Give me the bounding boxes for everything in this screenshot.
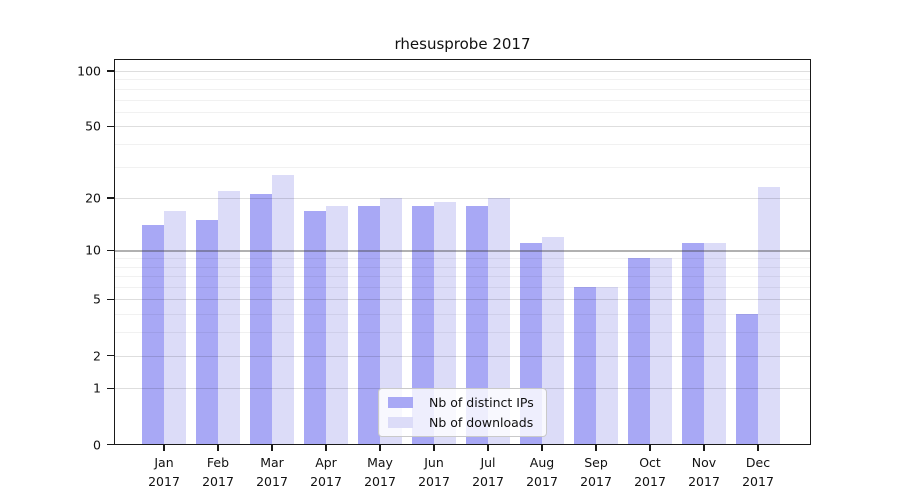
bar-nov-distinct-ips bbox=[682, 243, 704, 445]
x-tick-label-jan: Jan 2017 bbox=[148, 454, 180, 489]
bar-dec-distinct-ips bbox=[736, 314, 758, 445]
x-tick-mar bbox=[271, 444, 273, 451]
gridline-30 bbox=[114, 166, 811, 168]
y-tick-50 bbox=[107, 125, 114, 127]
gridline-4 bbox=[114, 314, 811, 316]
y-tick-label-2: 2 bbox=[93, 348, 101, 364]
y-tick-5 bbox=[107, 298, 114, 301]
x-tick-nov bbox=[703, 444, 705, 451]
bar-oct-downloads bbox=[650, 258, 672, 445]
x-tick-jun bbox=[433, 444, 435, 451]
legend-label-downloads: Nb of downloads bbox=[429, 415, 534, 430]
y-tick-1 bbox=[107, 387, 114, 390]
legend-label-distinct-ips: Nb of distinct IPs bbox=[429, 395, 534, 410]
x-tick-oct bbox=[649, 444, 651, 451]
y-tick-100 bbox=[107, 70, 114, 72]
gridline-100 bbox=[114, 71, 811, 72]
y-tick-0 bbox=[107, 443, 114, 446]
x-tick-jan bbox=[163, 444, 165, 451]
plot-area bbox=[114, 59, 811, 445]
bar-mar-distinct-ips bbox=[250, 194, 272, 445]
x-tick-sep bbox=[595, 444, 597, 451]
gridline-5 bbox=[114, 299, 811, 301]
y-tick-label-0: 0 bbox=[93, 437, 101, 452]
y-tick-10 bbox=[107, 249, 114, 252]
x-tick-label-jun: Jun 2017 bbox=[418, 454, 450, 489]
x-tick-dec bbox=[757, 444, 759, 451]
gridline-3 bbox=[114, 332, 811, 334]
x-tick-apr bbox=[325, 444, 327, 451]
x-tick-label-feb: Feb 2017 bbox=[202, 454, 234, 489]
x-tick-jul bbox=[487, 444, 489, 451]
gridline-7 bbox=[114, 276, 811, 278]
y-tick-label-1: 1 bbox=[93, 380, 101, 396]
gridline-20 bbox=[114, 198, 811, 200]
gridline-9 bbox=[114, 258, 811, 260]
legend-item-distinct-ips: Nb of distinct IPs bbox=[388, 394, 537, 411]
bar-jul-downloads bbox=[488, 198, 510, 445]
legend-swatch-distinct-ips bbox=[388, 397, 413, 408]
y-tick-label-100: 100 bbox=[77, 63, 101, 79]
bar-apr-downloads bbox=[326, 206, 348, 445]
bar-sep-downloads bbox=[596, 287, 618, 445]
bar-aug-downloads bbox=[542, 236, 564, 445]
x-tick-label-nov: Nov 2017 bbox=[688, 454, 720, 489]
x-tick-feb bbox=[217, 444, 219, 451]
bar-dec-downloads bbox=[758, 187, 780, 445]
bar-apr-distinct-ips bbox=[304, 210, 326, 445]
x-tick-label-aug: Aug 2017 bbox=[526, 454, 558, 489]
y-tick-label-10: 10 bbox=[85, 242, 101, 258]
gridline-40 bbox=[114, 143, 811, 145]
bar-nov-downloads bbox=[704, 243, 726, 445]
bar-feb-downloads bbox=[218, 190, 240, 445]
bar-feb-distinct-ips bbox=[196, 220, 218, 445]
gridline-60 bbox=[114, 111, 811, 113]
x-tick-label-oct: Oct 2017 bbox=[634, 454, 666, 489]
bar-jan-distinct-ips bbox=[142, 225, 164, 445]
y-tick-2 bbox=[107, 354, 114, 357]
bar-jun-distinct-ips bbox=[412, 206, 434, 445]
bar-may-downloads bbox=[380, 198, 402, 445]
gridline-2 bbox=[114, 355, 811, 357]
y-tick-label-5: 5 bbox=[93, 291, 101, 307]
y-tick-label-50: 50 bbox=[85, 118, 101, 134]
gridline-70 bbox=[114, 99, 811, 101]
x-tick-aug bbox=[541, 444, 543, 451]
x-tick-may bbox=[379, 444, 381, 451]
x-tick-label-may: May 2017 bbox=[364, 454, 396, 489]
bar-may-distinct-ips bbox=[358, 206, 380, 445]
gridline-50 bbox=[114, 126, 811, 128]
legend: Nb of distinct IPs Nb of downloads bbox=[378, 388, 547, 437]
bar-jun-downloads bbox=[434, 202, 456, 445]
legend-swatch-downloads bbox=[388, 417, 413, 428]
bar-jul-distinct-ips bbox=[466, 206, 488, 445]
y-tick-20 bbox=[107, 197, 114, 199]
x-tick-label-dec: Dec 2017 bbox=[742, 454, 774, 489]
y-tick-label-20: 20 bbox=[85, 190, 101, 206]
bar-oct-distinct-ips bbox=[628, 258, 650, 445]
x-tick-label-apr: Apr 2017 bbox=[310, 454, 342, 489]
bar-mar-downloads bbox=[272, 174, 294, 445]
legend-item-downloads: Nb of downloads bbox=[388, 414, 537, 431]
bar-jan-downloads bbox=[164, 210, 186, 445]
x-tick-label-mar: Mar 2017 bbox=[256, 454, 288, 489]
gridline-80 bbox=[114, 88, 811, 90]
gridline-10 bbox=[114, 250, 811, 252]
gridline-8 bbox=[114, 266, 811, 268]
x-tick-label-jul: Jul 2017 bbox=[472, 454, 504, 489]
gridline-90 bbox=[114, 79, 811, 81]
chart-title: rhesusprobe 2017 bbox=[394, 35, 531, 53]
gridline-6 bbox=[114, 287, 811, 289]
bar-sep-distinct-ips bbox=[574, 287, 596, 445]
x-tick-label-sep: Sep 2017 bbox=[580, 454, 612, 489]
